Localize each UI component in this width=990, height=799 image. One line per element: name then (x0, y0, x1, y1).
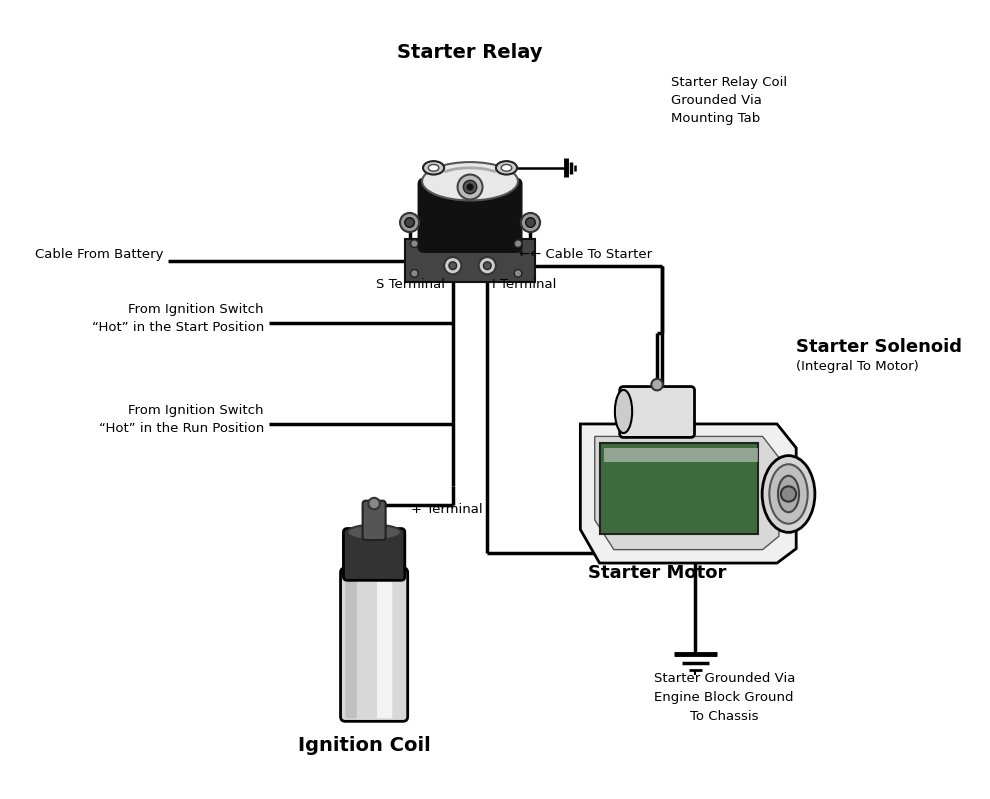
Text: + Terminal: + Terminal (411, 503, 482, 516)
Circle shape (445, 257, 461, 274)
Text: ←← Cable To Starter: ←← Cable To Starter (519, 248, 652, 260)
FancyBboxPatch shape (418, 178, 522, 252)
Text: Starter Relay Coil
Grounded Via
Mounting Tab: Starter Relay Coil Grounded Via Mounting… (671, 76, 788, 125)
Circle shape (368, 498, 380, 509)
Text: Starter Motor: Starter Motor (588, 563, 727, 582)
Circle shape (514, 269, 522, 277)
Text: Starter Solenoid: Starter Solenoid (796, 338, 962, 356)
Circle shape (411, 240, 418, 248)
FancyBboxPatch shape (604, 448, 757, 463)
FancyBboxPatch shape (405, 239, 536, 282)
Text: From Ignition Switch
“Hot” in the Run Position: From Ignition Switch “Hot” in the Run Po… (99, 403, 263, 435)
Text: (Integral To Motor): (Integral To Motor) (796, 360, 919, 373)
Circle shape (405, 217, 415, 227)
FancyBboxPatch shape (620, 387, 695, 437)
Circle shape (526, 217, 536, 227)
Ellipse shape (769, 464, 808, 523)
FancyBboxPatch shape (346, 575, 356, 718)
Circle shape (483, 262, 491, 269)
Text: Starter Relay: Starter Relay (397, 43, 543, 62)
Text: S Terminal: S Terminal (376, 278, 446, 292)
Ellipse shape (423, 161, 445, 174)
Circle shape (781, 487, 796, 502)
FancyBboxPatch shape (344, 528, 405, 580)
FancyBboxPatch shape (341, 568, 408, 721)
Circle shape (514, 240, 522, 248)
Circle shape (411, 269, 418, 277)
Polygon shape (580, 424, 796, 563)
Text: Cable From Battery: Cable From Battery (35, 248, 163, 260)
Circle shape (400, 213, 419, 232)
Circle shape (651, 379, 663, 391)
Polygon shape (595, 436, 779, 550)
Circle shape (457, 174, 482, 200)
Ellipse shape (501, 165, 512, 171)
Text: Ignition Coil: Ignition Coil (298, 736, 431, 755)
FancyBboxPatch shape (362, 501, 386, 540)
Circle shape (467, 184, 473, 190)
Polygon shape (600, 443, 757, 535)
Text: I Terminal: I Terminal (492, 278, 556, 292)
Ellipse shape (778, 475, 799, 512)
Ellipse shape (615, 390, 633, 433)
Ellipse shape (422, 162, 518, 201)
Ellipse shape (496, 161, 517, 174)
Circle shape (479, 257, 496, 274)
Text: From Ignition Switch
“Hot” in the Start Position: From Ignition Switch “Hot” in the Start … (91, 303, 263, 334)
Circle shape (448, 262, 456, 269)
Ellipse shape (347, 525, 401, 540)
Ellipse shape (429, 165, 439, 171)
FancyBboxPatch shape (377, 575, 392, 718)
Ellipse shape (762, 455, 815, 532)
Circle shape (463, 181, 477, 193)
Text: Starter Grounded Via
Engine Block Ground
To Chassis: Starter Grounded Via Engine Block Ground… (653, 672, 795, 723)
Circle shape (521, 213, 541, 232)
